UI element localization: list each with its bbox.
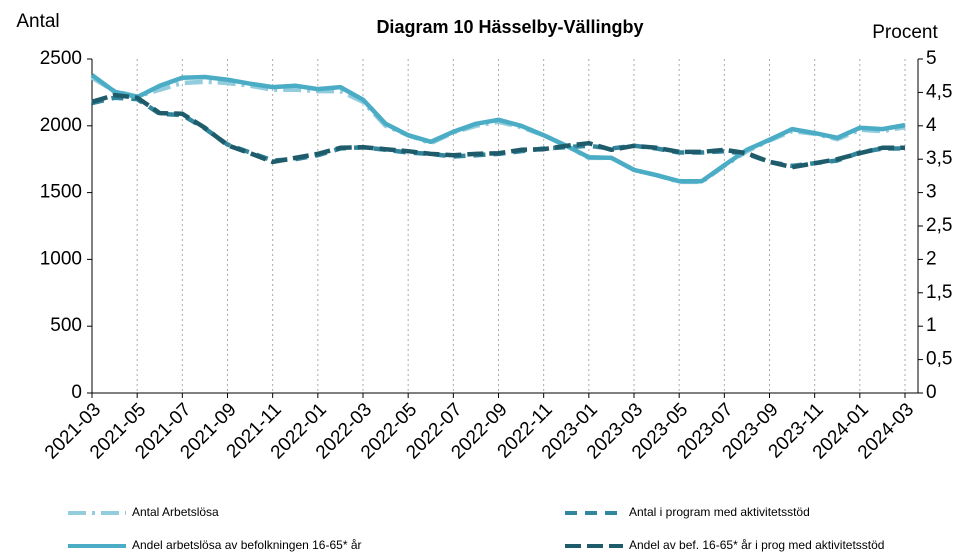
y-tick-label: 0 [71,382,82,403]
y2-tick-label: 1 [926,315,937,336]
y-tick-label: 2500 [40,48,82,69]
chart-title: Diagram 10 Hässelby-Vällingby [376,17,643,37]
y2-tick-label: 2 [926,248,937,269]
legend-label: Andel av bef. 16-65* år i prog med aktiv… [629,538,884,552]
y-axis-label: Antal [16,11,59,32]
series-line [90,73,906,184]
legend-label: Antal Arbetslösa [132,505,219,519]
y2-tick-label: 5 [926,48,937,69]
legend-label: Andel arbetslösa av befolkningen 16-65* … [132,538,362,552]
y2-axis-label: Procent [872,22,938,43]
y-tick-label: 500 [50,315,82,336]
y2-tick-label: 0,5 [926,349,952,370]
y2-tick-label: 4 [926,115,937,136]
y2-tick-label: 3 [926,182,937,203]
legend-label: Antal i program med aktivitetsstöd [629,505,810,519]
y-tick-label: 1500 [40,182,82,203]
y-tick-label: 2000 [40,115,82,136]
y-tick-label: 1000 [40,248,82,269]
y2-tick-label: 1,5 [926,282,952,303]
y2-tick-label: 3,5 [926,148,952,169]
y2-tick-label: 2,5 [926,215,952,236]
y2-tick-label: 4,5 [926,81,952,102]
y2-tick-label: 0 [926,382,937,403]
series-line [91,92,905,170]
